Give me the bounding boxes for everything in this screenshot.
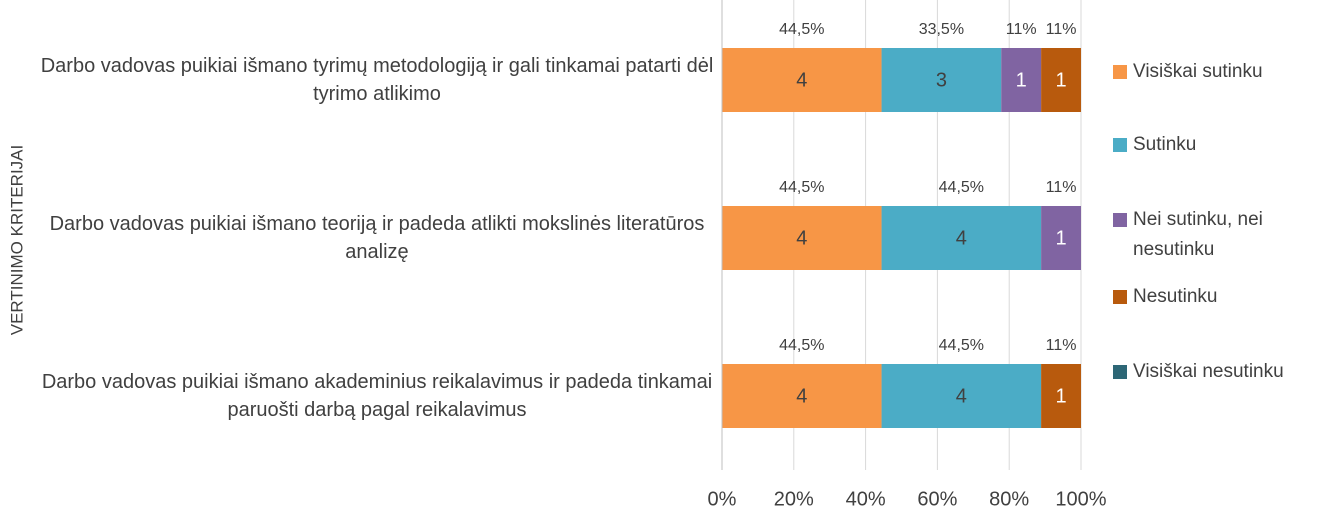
legend-label: Sutinku: [1133, 134, 1197, 155]
legend-label: Nei sutinku, nei nesutinku: [1133, 209, 1263, 260]
x-tick-label: 100%: [1055, 488, 1106, 510]
data-label: 4: [956, 385, 967, 407]
bar-segment: [881, 364, 1042, 428]
bar-segment: [1041, 364, 1081, 428]
data-label: 1: [1055, 385, 1066, 407]
percent-label: 44,5%: [939, 179, 984, 196]
bar-segment: [722, 206, 882, 270]
bar-segment: [722, 364, 882, 428]
legend-item: Visiškai nesutinku: [1113, 357, 1339, 387]
percent-label: 33,5%: [919, 21, 964, 38]
legend-item: Nei sutinku, nei nesutinku: [1113, 205, 1339, 265]
legend-label: Nesutinku: [1133, 286, 1218, 307]
percent-label: 44,5%: [939, 337, 984, 354]
bar-segment: [881, 206, 1042, 270]
legend-item: Nesutinku: [1113, 282, 1339, 312]
x-tick-label: 20%: [774, 488, 814, 510]
bar-segment: [1041, 48, 1081, 112]
data-label: 1: [1016, 69, 1027, 91]
bar-segment: [1041, 206, 1081, 270]
bar-segment: [1001, 48, 1042, 112]
x-tick-label: 0%: [708, 488, 737, 510]
percent-label: 44,5%: [779, 179, 824, 196]
bar-segment: [881, 48, 1002, 112]
data-label: 4: [796, 227, 807, 249]
legend-label: Visiškai nesutinku: [1133, 361, 1284, 382]
x-tick-label: 80%: [989, 488, 1029, 510]
legend-swatch: [1113, 213, 1127, 227]
data-label: 4: [796, 385, 807, 407]
legend-item: Sutinku: [1113, 130, 1339, 160]
data-label: 3: [936, 69, 947, 91]
percent-label: 44,5%: [779, 337, 824, 354]
y-axis-label: VERTINIMO KRITERIJAI: [7, 145, 26, 336]
legend-swatch: [1113, 138, 1127, 152]
percent-label: 11%: [1006, 21, 1037, 38]
data-label: 1: [1055, 69, 1066, 91]
legend-swatch: [1113, 65, 1127, 79]
legend-item: Visiškai sutinku: [1113, 57, 1339, 87]
category-label: Darbo vadovas puikiai išmano tyrimų meto…: [40, 55, 714, 105]
data-label: 4: [796, 69, 807, 91]
data-label: 4: [956, 227, 967, 249]
legend-swatch: [1113, 365, 1127, 379]
bar-segment: [722, 48, 882, 112]
percent-label: 44,5%: [779, 21, 824, 38]
category-label: Darbo vadovas puikiai išmano akademinius…: [41, 371, 713, 421]
x-tick-label: 40%: [846, 488, 886, 510]
percent-label: 11%: [1046, 179, 1077, 196]
x-tick-label: 60%: [917, 488, 957, 510]
legend-swatch: [1113, 290, 1127, 304]
percent-label: 11%: [1046, 337, 1077, 354]
percent-label: 11%: [1046, 21, 1077, 38]
legend-label: Visiškai sutinku: [1133, 61, 1263, 82]
category-label: Darbo vadovas puikiai išmano teoriją ir …: [49, 213, 705, 263]
data-label: 1: [1055, 227, 1066, 249]
